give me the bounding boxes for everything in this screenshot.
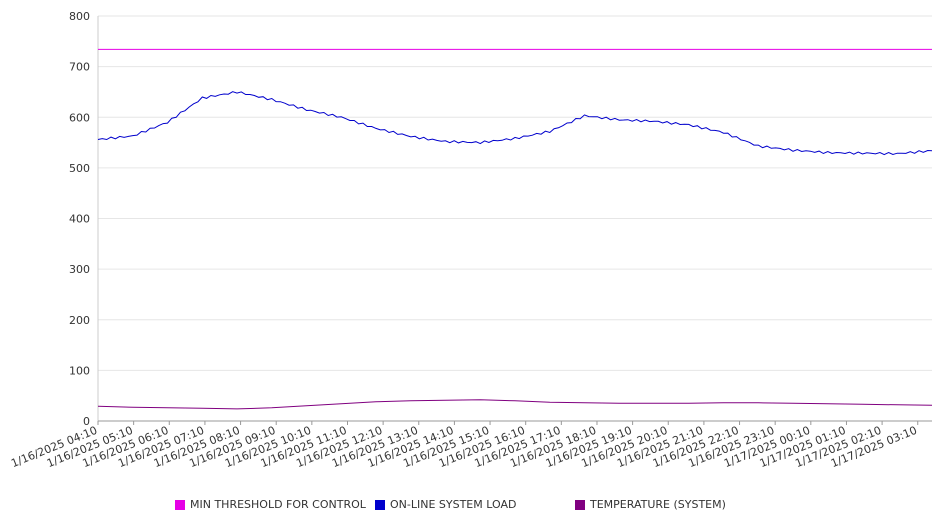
y-tick-labels: 0 100 200 300 400 500 600 700 800 xyxy=(69,10,90,428)
y-tick-label: 800 xyxy=(69,10,90,23)
y-tick-label: 200 xyxy=(69,314,90,327)
legend-label-system-load: ON-LINE SYSTEM LOAD xyxy=(390,498,517,511)
y-tick-label: 0 xyxy=(83,415,90,428)
series-line-1 xyxy=(97,91,933,156)
x-tick-labels: 1/16/2025 04:101/16/2025 05:101/16/2025 … xyxy=(9,424,919,470)
legend-label-min-threshold: MIN THRESHOLD FOR CONTROL xyxy=(190,498,366,511)
y-tick-label: 500 xyxy=(69,162,90,175)
legend-label-temperature: TEMPERATURE (SYSTEM) xyxy=(590,498,726,511)
legend-item-system-load[interactable]: ON-LINE SYSTEM LOAD xyxy=(375,498,516,511)
y-tick-label: 700 xyxy=(69,61,90,74)
y-tick-label: 100 xyxy=(69,364,90,377)
series-line-2 xyxy=(97,399,933,410)
y-tick-label: 600 xyxy=(69,111,90,124)
y-tick-label: 400 xyxy=(69,213,90,226)
gridlines xyxy=(98,15,932,371)
legend: MIN THRESHOLD FOR CONTROL ON-LINE SYSTEM… xyxy=(175,498,935,514)
legend-swatch-min-threshold xyxy=(175,499,185,510)
legend-swatch-system-load xyxy=(375,499,385,510)
legend-item-min-threshold[interactable]: MIN THRESHOLD FOR CONTROL xyxy=(175,498,366,511)
axes xyxy=(97,16,932,425)
legend-swatch-temperature xyxy=(575,499,585,510)
y-tick-label: 300 xyxy=(69,263,90,276)
series-lines xyxy=(97,48,933,410)
legend-item-temperature[interactable]: TEMPERATURE (SYSTEM) xyxy=(575,498,726,511)
